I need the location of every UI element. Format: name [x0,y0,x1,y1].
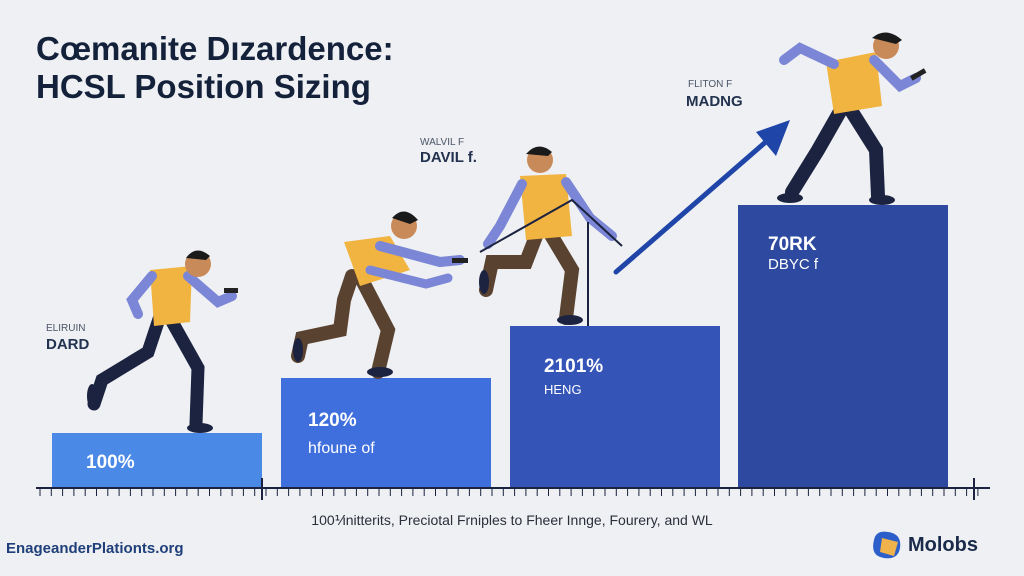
bar-1 [52,433,262,488]
figure-2-small-label: WALVIL F [420,137,465,148]
chart-caption: 100⅟initterits, Preciotal Frniples to Fh… [311,512,713,528]
bar-1-value-label: 100% [86,452,135,473]
x-axis [36,478,990,500]
bar-3-value-label: 2101% [544,356,604,377]
bar-2-value-label: 120% [308,410,357,431]
bar-4 [738,205,948,488]
footer-site-link[interactable]: EnageanderPlationts.org [6,540,184,557]
figure-1-small-label: ELIRUIN [46,323,86,334]
brand-logo: Molobs [868,526,1018,562]
runner-figure-2-icon [291,211,468,379]
figure-1-name-label: DARD [46,336,90,353]
bar-4-value-label: 70RK [768,234,817,255]
brand-name: Molobs [908,534,978,556]
bars-layer [52,205,948,488]
brand-logo-icon [873,531,901,559]
title-line-2: HCSL Position Sizing [36,68,371,105]
figure-3-small-label: FLITON F [688,79,733,90]
figure-2-name-label: DAVIL f. [420,149,477,166]
runner-figure-3-icon [479,146,623,326]
figure-3-name-label: MADNG [686,93,743,110]
bar-4-sub-label: DBYC f [768,256,819,273]
runner-figure-4-icon [777,32,927,205]
growth-arrow-icon [613,120,790,275]
bar-2 [281,378,491,488]
title-line-1: Cœmanite Dızardence: [36,30,394,67]
runner-figure-1-icon [87,250,238,433]
bar-3-sub-label: HENG [544,382,582,397]
bar-3 [510,326,720,488]
chart-title: Cœmanite Dızardence: HCSL Position Sizin… [36,30,394,106]
bar-2-sub-label: hfoune of [308,440,375,457]
